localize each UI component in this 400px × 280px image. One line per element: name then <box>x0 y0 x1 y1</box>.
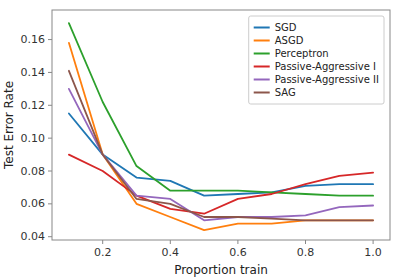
legend-label: Perceptron <box>275 48 329 59</box>
legend-label: ASGD <box>275 35 304 46</box>
plot-frame <box>52 10 390 240</box>
tick-label: 0.08 <box>21 165 46 178</box>
tick-mark <box>102 240 103 244</box>
legend-label: SGD <box>275 22 297 33</box>
legend-label: Passive-Aggressive II <box>275 74 379 85</box>
tick-label: 0.14 <box>21 66 46 79</box>
series-line <box>69 89 373 220</box>
tick-mark <box>48 138 52 139</box>
legend-swatch <box>254 79 270 81</box>
legend-swatch <box>254 40 270 42</box>
plot-lines <box>69 23 373 230</box>
tick-mark <box>48 171 52 172</box>
tick-mark <box>305 240 306 244</box>
legend-box <box>249 16 384 104</box>
x-axis-label: Proportion train <box>174 263 268 277</box>
chart: 0.04 0.06 0.08 0.10 0.12 0.14 0.16 0.2 0.4 0.6 0.8… <box>0 0 400 280</box>
tick-label: 0.4 <box>162 246 180 259</box>
legend: SGD ASGD Perceptron Passive-Aggressive I Pas… <box>249 16 384 104</box>
legend-label: SAG <box>275 87 296 98</box>
tick-label: 1.0 <box>364 246 382 259</box>
legend-swatch <box>254 66 270 68</box>
tick-label: 0.8 <box>297 246 315 259</box>
tick-mark <box>170 240 171 244</box>
tick-mark <box>48 39 52 40</box>
tick-label: 0.16 <box>21 33 46 46</box>
y-axis-label: Test Error Rate <box>2 81 16 170</box>
tick-label: 0.10 <box>21 132 46 145</box>
tick-mark <box>48 105 52 106</box>
legend-swatch <box>254 53 270 55</box>
series-line <box>69 155 373 214</box>
legend-swatch <box>254 92 270 94</box>
tick-label: 0.12 <box>21 99 46 112</box>
tick-mark <box>48 236 52 237</box>
tick-label: 0.2 <box>94 246 112 259</box>
legend-swatch <box>254 27 270 29</box>
tick-mark <box>237 240 238 244</box>
tick-label: 0.04 <box>21 230 46 243</box>
legend-label: Passive-Aggressive I <box>275 61 376 72</box>
tick-mark <box>373 240 374 244</box>
tick-label: 0.6 <box>229 246 247 259</box>
tick-mark <box>48 72 52 73</box>
tick-label: 0.06 <box>21 197 46 210</box>
tick-mark <box>48 203 52 204</box>
